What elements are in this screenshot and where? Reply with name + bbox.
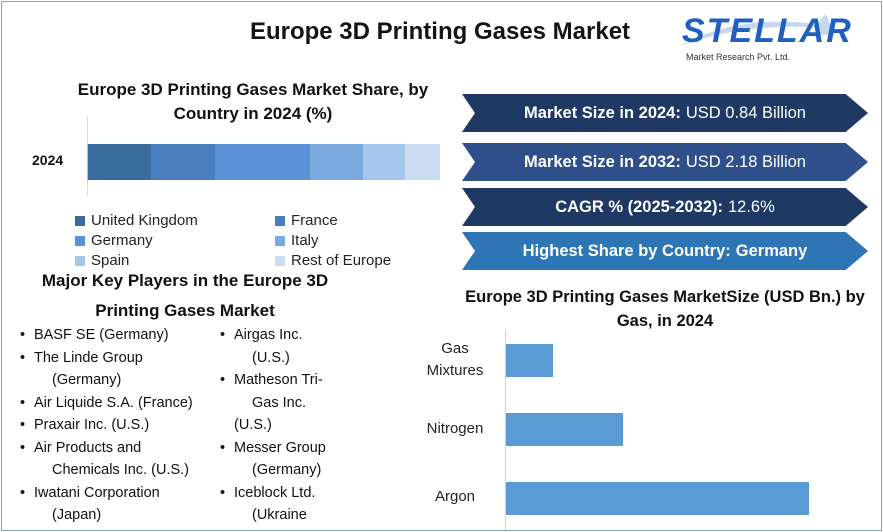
stat-value: 12.6% (728, 197, 775, 216)
key-player-name-continued: (Ukraine (252, 507, 307, 523)
gas-chart-axis (505, 330, 506, 530)
gas-bar-gas-mixtures (506, 344, 553, 377)
gas-bar-argon (506, 482, 810, 515)
share-stacked-bar (87, 144, 440, 180)
key-players-left-column: BASF SE (Germany) The Linde Group (Germany… (20, 324, 193, 527)
key-player-item: Iceblock Ltd. (Ukraine (220, 482, 326, 527)
legend-label: United Kingdom (91, 212, 198, 229)
key-player-name-continued: (U.S.) (234, 417, 272, 433)
legend-label: Spain (91, 252, 130, 269)
key-player-item: Airgas Inc. (U.S.) (220, 324, 326, 369)
share-bar-segment-germany (214, 144, 310, 180)
key-player-name-continued: Chemicals Inc. (U.S.) (52, 462, 189, 478)
legend-item: Germany (75, 232, 153, 249)
key-players-right-column: Airgas Inc. (U.S.) Matheson Tri- Gas Inc. (U… (220, 324, 326, 527)
legend-label: France (291, 212, 338, 229)
gas-category-label: Argon (434, 488, 476, 505)
share-bar-segment-rest-of-europe (404, 144, 440, 180)
key-player-item: Praxair Inc. (U.S.) (20, 414, 193, 437)
legend-item: Italy (275, 232, 319, 249)
legend-label: Germany (91, 232, 153, 249)
key-player-name: Air Products and (34, 439, 142, 456)
legend-swatch (75, 255, 85, 266)
key-player-item: BASF SE (Germany) (20, 324, 193, 347)
legend-label: Italy (291, 232, 319, 249)
share-bar-segment-france (151, 144, 215, 180)
stat-value: Germany (735, 241, 808, 260)
gas-category-label: Nitrogen (426, 420, 484, 437)
stat-ribbon: CAGR % (2025-2032): 12.6% (462, 188, 868, 226)
legend-item: Rest of Europe (275, 252, 391, 269)
key-player-name-continued: Gas Inc. (252, 394, 306, 411)
key-player-name: Iceblock Ltd. (234, 484, 316, 501)
key-player-item: The Linde Group (Germany) (20, 347, 193, 392)
stat-value: USD 2.18 Billion (685, 152, 806, 171)
stat-label: Market Size in 2024: (524, 103, 681, 122)
key-player-name: BASF SE (Germany) (34, 327, 169, 343)
key-player-item: Air Products and Chemicals Inc. (U.S.) (20, 437, 193, 482)
legend-swatch (275, 215, 285, 226)
gas-category-label: Gas Mixtures (426, 340, 484, 379)
key-player-name: Matheson Tri- (234, 372, 323, 388)
key-player-name: Messer Group (234, 439, 326, 456)
key-player-item: (U.S.) (220, 414, 326, 437)
key-player-name-continued: (Germany) (252, 462, 322, 478)
legend-swatch (275, 255, 285, 266)
key-player-name: The Linde Group (34, 349, 143, 366)
legend-label: Rest of Europe (291, 252, 392, 269)
share-bar-segment-united-kingdom (88, 144, 152, 180)
key-player-item: Matheson Tri- Gas Inc. (220, 369, 326, 414)
logo-text: STELLAR (682, 12, 853, 50)
stat-ribbon: Market Size in 2032: USD 2.18 Billion (462, 143, 868, 181)
key-player-name: Praxair Inc. (U.S.) (34, 417, 150, 433)
legend-swatch (75, 235, 85, 246)
legend-item: Spain (75, 252, 129, 269)
key-player-name: Iwatani Corporation (34, 484, 160, 501)
stat-value: USD 0.84 Billion (685, 103, 806, 122)
key-players-title: Major Key Players in the Europe 3D Print… (20, 266, 350, 326)
legend-swatch (275, 235, 285, 246)
stat-ribbon: Market Size in 2024: USD 0.84 Billion (462, 94, 868, 132)
gas-chart-title: Europe 3D Printing Gases MarketSize (USD… (465, 288, 865, 330)
key-player-item: Air Liquide S.A. (France) (20, 392, 193, 415)
legend-item: France (275, 212, 338, 229)
key-players-title-line2: Printing Gases Market (95, 301, 275, 320)
share-bar-segment-spain (362, 144, 405, 180)
key-player-name: Airgas Inc. (234, 327, 303, 343)
stat-label: CAGR % (2025-2032): (555, 197, 723, 216)
key-player-item: Messer Group (Germany) (220, 437, 326, 482)
key-player-name: Air Liquide S.A. (France) (34, 394, 193, 411)
stat-label: Market Size in 2032: (524, 152, 681, 171)
company-logo: STELLAR Market Research Pvt. Ltd. (676, 6, 866, 70)
page-title: Europe 3D Printing Gases Market (249, 18, 631, 45)
stat-label: Highest Share by Country: (522, 241, 731, 260)
key-player-item: Iwatani Corporation (Japan) (20, 482, 193, 527)
gas-bar-nitrogen (506, 413, 623, 446)
key-player-name-continued: (U.S.) (252, 349, 290, 366)
key-players-title-line1: Major Key Players in the Europe 3D (41, 271, 329, 290)
legend-item: United Kingdom (75, 212, 198, 229)
share-chart-title: Europe 3D Printing Gases Market Share, b… (77, 80, 429, 123)
stat-ribbon: Highest Share by Country: Germany (462, 232, 868, 270)
key-player-name-continued: (Japan) (52, 507, 102, 523)
share-chart-category-label: 2024 (32, 152, 64, 168)
legend-swatch (75, 215, 85, 226)
logo-subtitle: Market Research Pvt. Ltd. (686, 52, 791, 62)
share-bar-segment-italy (309, 144, 363, 180)
key-player-name-continued: (Germany) (52, 372, 122, 388)
